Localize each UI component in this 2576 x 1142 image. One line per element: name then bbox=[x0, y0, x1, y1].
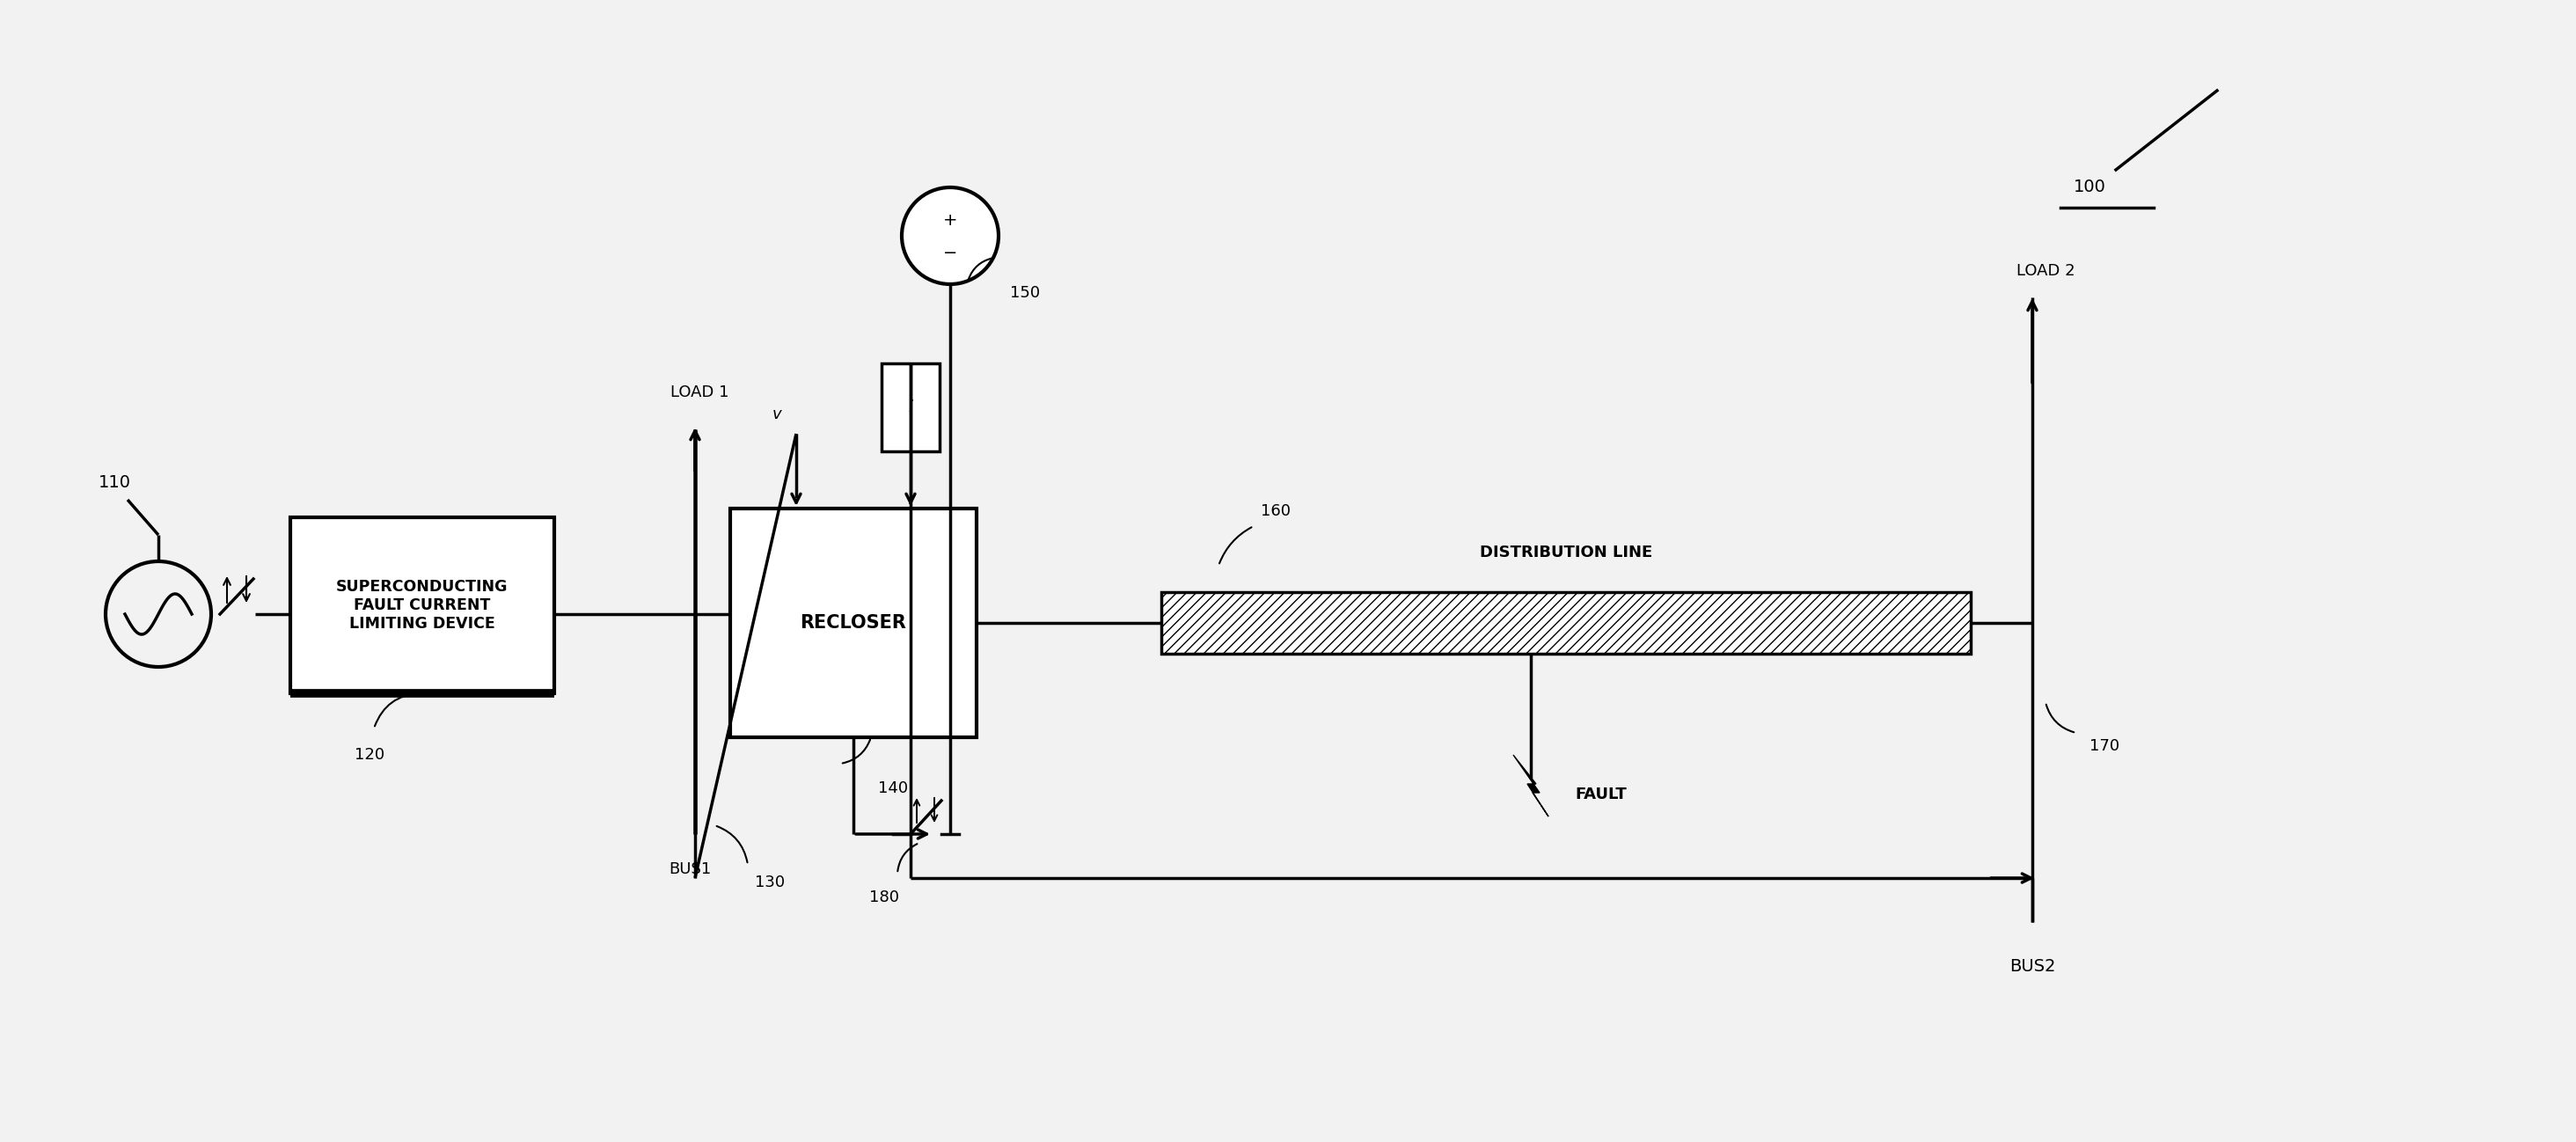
Text: BUS2: BUS2 bbox=[2009, 958, 2056, 974]
Bar bbox=[1162, 592, 1971, 653]
Bar bbox=[729, 508, 976, 738]
Bar bbox=[881, 363, 940, 451]
Text: SUPERCONDUCTING
FAULT CURRENT
LIMITING DEVICE: SUPERCONDUCTING FAULT CURRENT LIMITING D… bbox=[337, 579, 507, 632]
Text: 170: 170 bbox=[2089, 738, 2120, 754]
Text: i: i bbox=[909, 400, 912, 416]
Text: −: − bbox=[943, 246, 958, 262]
Text: 180: 180 bbox=[868, 890, 899, 906]
Text: 120: 120 bbox=[355, 747, 384, 763]
Text: v: v bbox=[773, 407, 781, 423]
Text: DISTRIBUTION LINE: DISTRIBUTION LINE bbox=[1479, 545, 1651, 561]
Text: LOAD 1: LOAD 1 bbox=[670, 385, 729, 401]
Bar bbox=[291, 517, 554, 693]
Text: FAULT: FAULT bbox=[1574, 787, 1625, 803]
Text: LOAD 2: LOAD 2 bbox=[2017, 263, 2074, 279]
Polygon shape bbox=[1512, 755, 1548, 817]
Text: 110: 110 bbox=[98, 474, 131, 491]
Text: RECLOSER: RECLOSER bbox=[801, 614, 907, 632]
Text: +: + bbox=[943, 211, 958, 228]
Text: BUS1: BUS1 bbox=[670, 861, 711, 877]
Bar bbox=[1162, 592, 1971, 653]
Text: 160: 160 bbox=[1260, 504, 1291, 520]
Text: 150: 150 bbox=[1010, 286, 1041, 300]
Text: 130: 130 bbox=[755, 875, 786, 891]
Text: 140: 140 bbox=[878, 780, 907, 796]
Circle shape bbox=[902, 187, 999, 284]
Text: 100: 100 bbox=[2074, 179, 2105, 195]
